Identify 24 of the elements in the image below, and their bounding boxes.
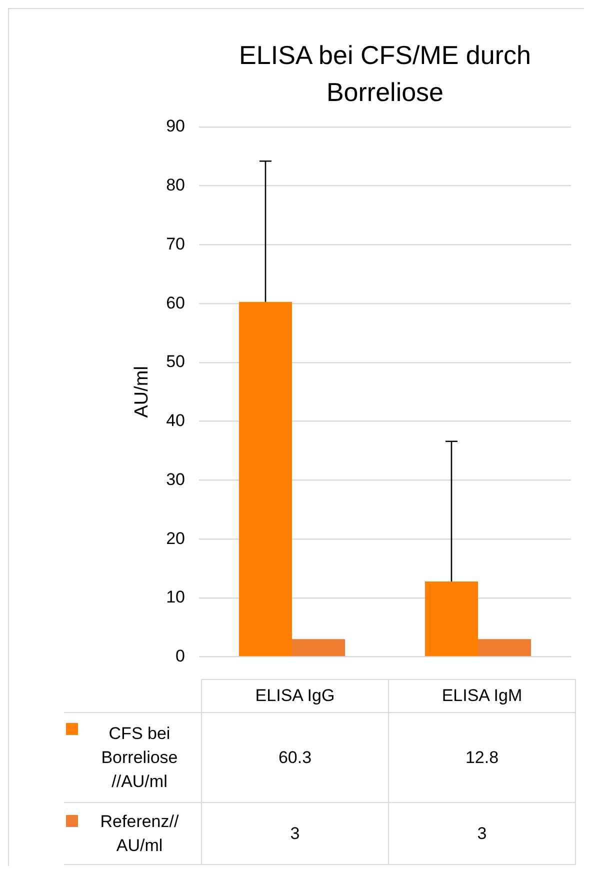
y-tick-label: 80: [166, 176, 185, 195]
legend-label: Referenz// AU/ml: [100, 812, 179, 854]
y-tick-label: 20: [166, 528, 185, 548]
bar: [478, 639, 532, 656]
data-label: 3: [202, 802, 388, 864]
bar: [238, 302, 292, 656]
y-tick-label: 40: [166, 411, 185, 430]
bar: [424, 581, 478, 656]
x-tick-label: ELISA IgG: [202, 680, 388, 712]
data-label: 60.3: [202, 712, 388, 802]
legend-label: CFS bei Borreliose //AU/ml: [101, 724, 178, 790]
y-tick-label: 60: [166, 293, 185, 312]
y-tick-label: 30: [166, 470, 185, 489]
y-axis-title: AU/ml: [132, 366, 153, 418]
bar: [292, 639, 346, 656]
data-label: 3: [388, 802, 576, 864]
y-tick-label: 70: [166, 234, 185, 254]
x-tick-label: ELISA IgM: [388, 680, 576, 712]
y-tick-label: 10: [166, 588, 185, 607]
y-tick-label: 0: [176, 646, 185, 666]
y-tick-label: 50: [166, 352, 185, 372]
data-label: 12.8: [388, 712, 576, 802]
y-tick-label: 90: [166, 116, 185, 136]
chart-title: ELISA bei CFS/ME durch Borreliose: [238, 39, 532, 109]
